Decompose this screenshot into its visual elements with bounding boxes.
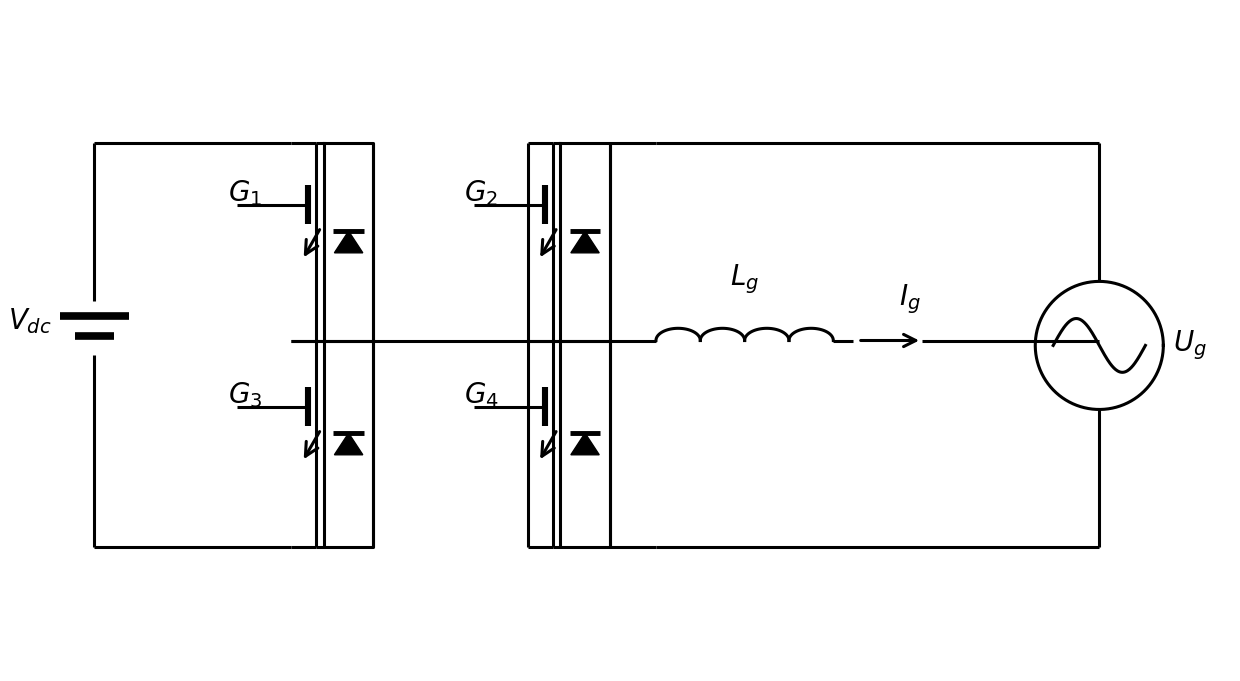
- Polygon shape: [570, 433, 599, 455]
- Text: $L_g$: $L_g$: [730, 263, 759, 296]
- Polygon shape: [335, 433, 363, 455]
- Polygon shape: [335, 231, 363, 253]
- Text: $G_2$: $G_2$: [465, 178, 498, 208]
- Polygon shape: [570, 231, 599, 253]
- Text: $U_g$: $U_g$: [1173, 329, 1207, 362]
- Text: $G_1$: $G_1$: [228, 178, 262, 208]
- Text: $G_3$: $G_3$: [228, 380, 262, 409]
- Text: $V_{dc}$: $V_{dc}$: [9, 306, 52, 336]
- Text: $I_g$: $I_g$: [899, 282, 920, 316]
- Text: $G_4$: $G_4$: [464, 380, 498, 409]
